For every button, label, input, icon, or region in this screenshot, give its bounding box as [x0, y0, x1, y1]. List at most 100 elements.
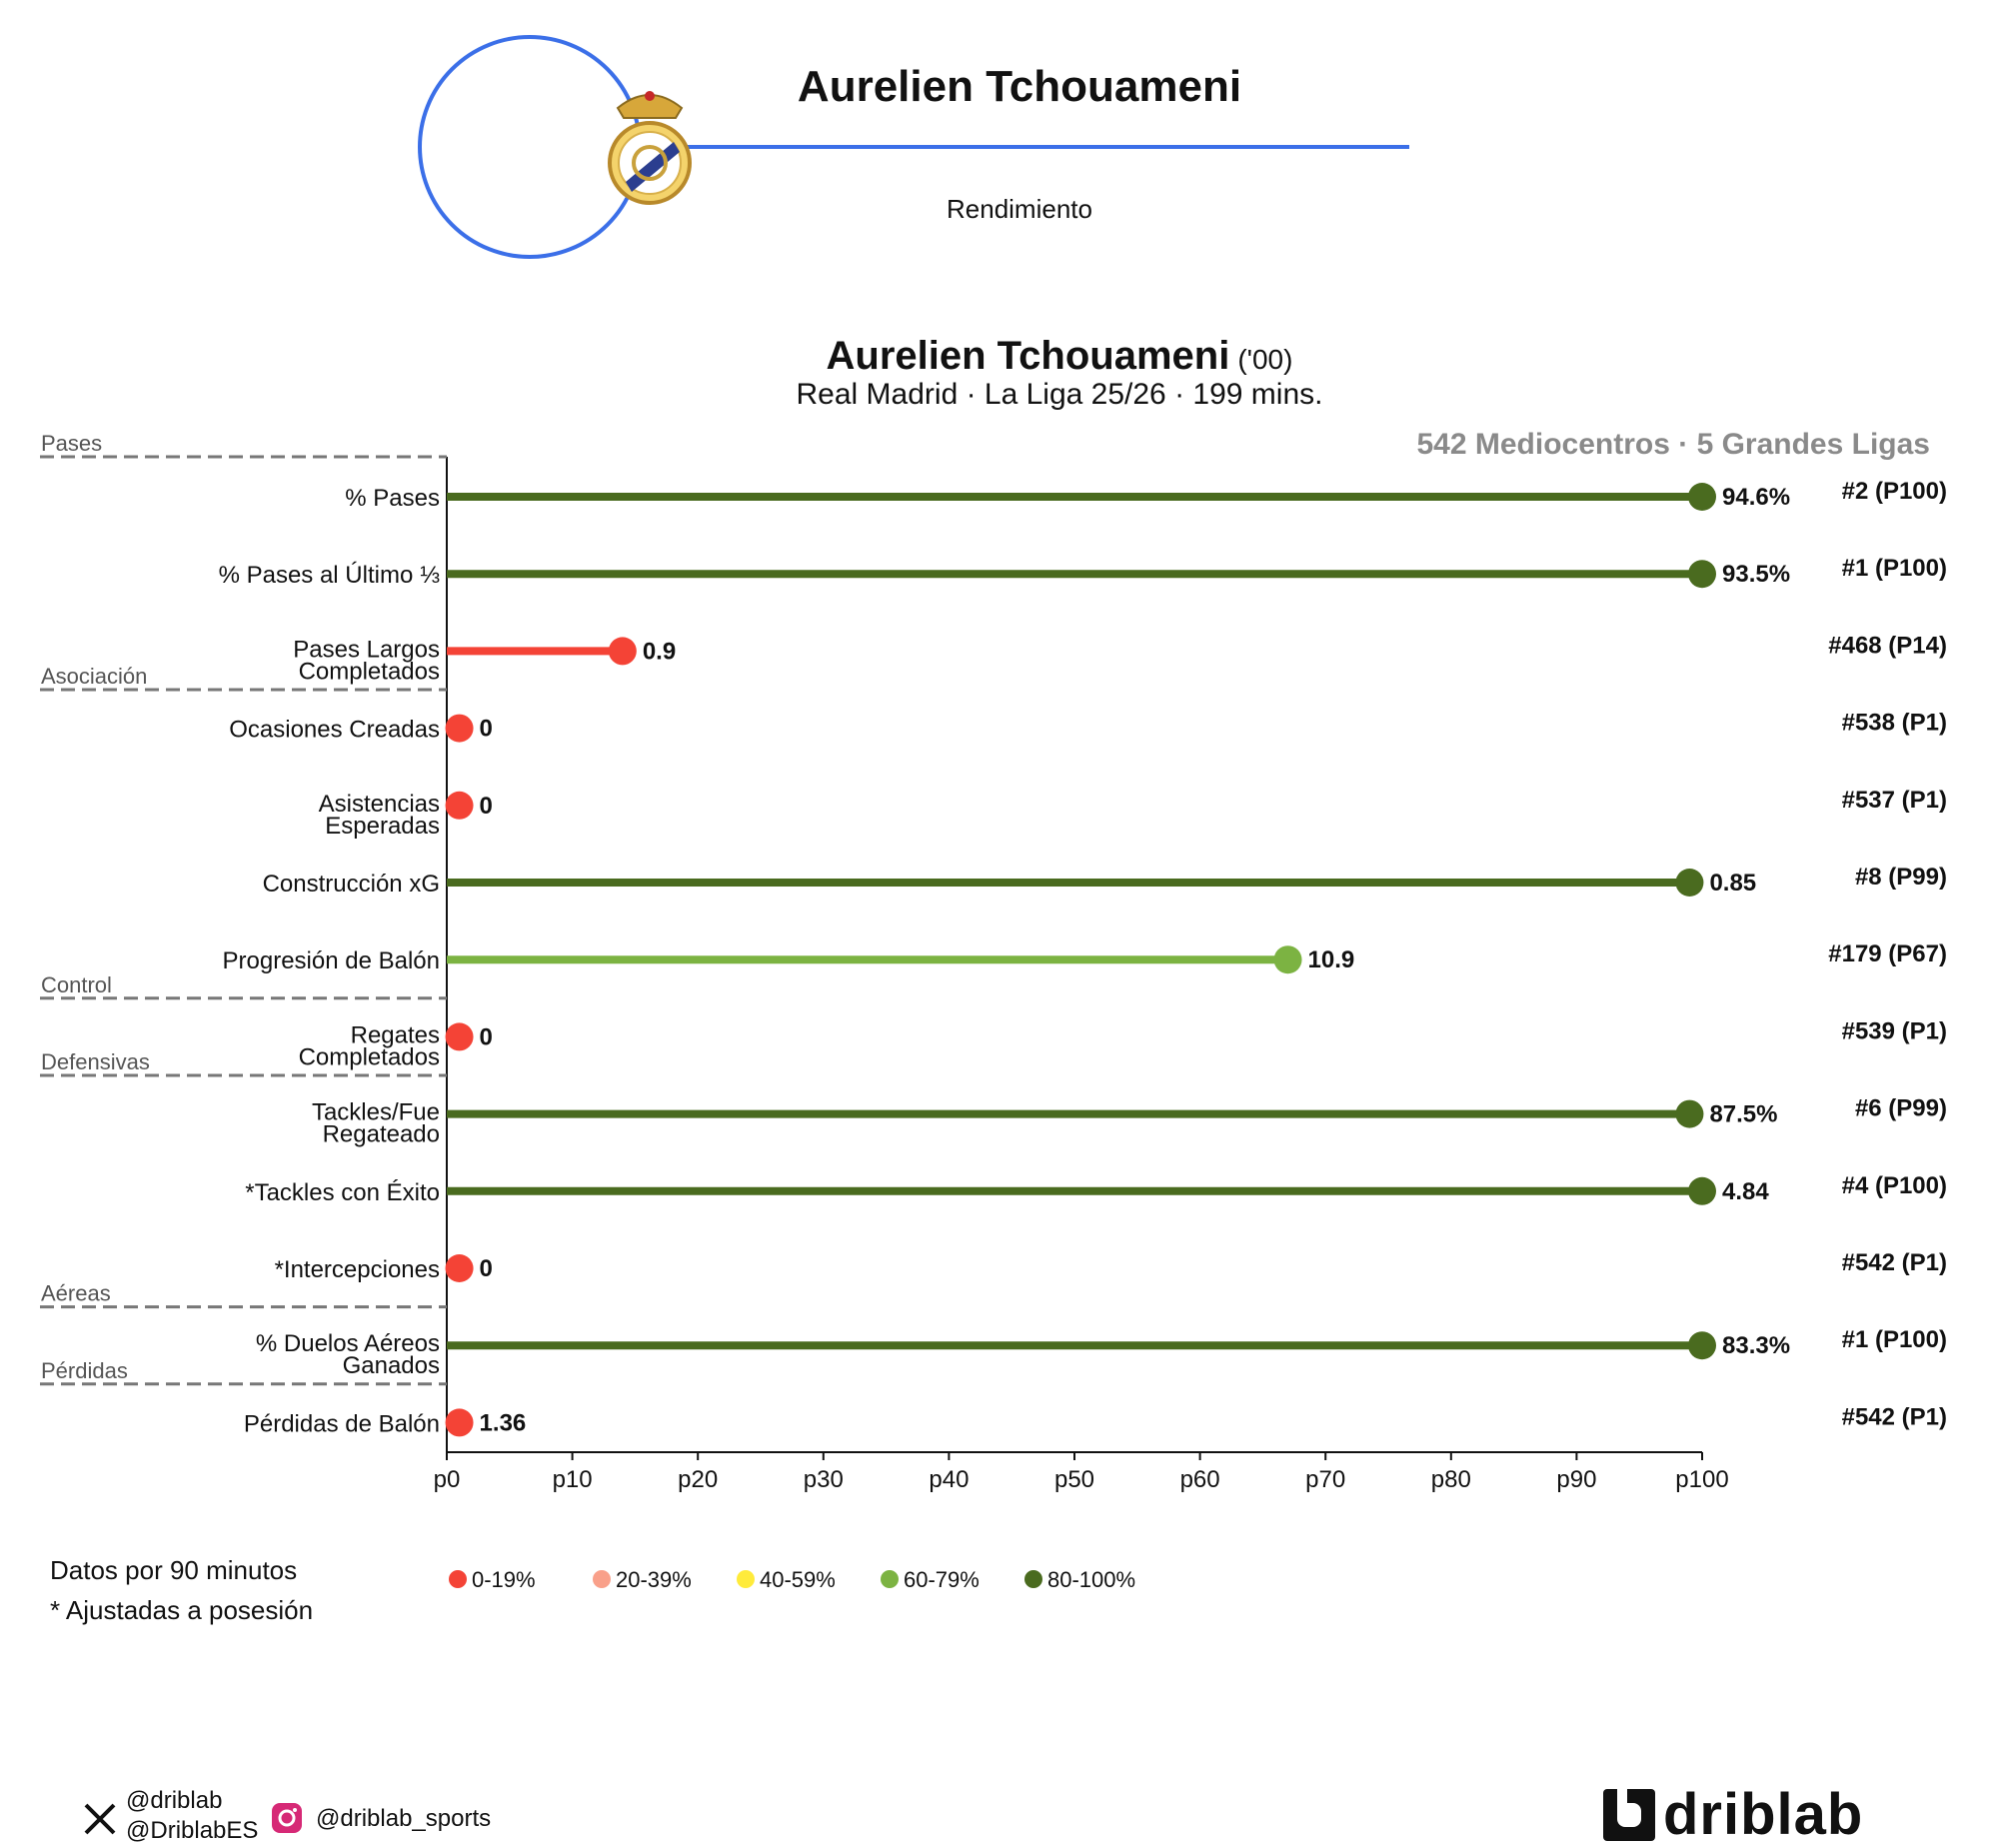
- population-label: 542 Mediocentros · 5 Grandes Ligas: [1416, 428, 1930, 461]
- group-label: Pérdidas: [41, 1358, 128, 1383]
- x-tick-label: p20: [678, 1466, 718, 1493]
- metric-label: Progresión de Balón: [223, 947, 440, 974]
- metric-value: 83.3%: [1722, 1332, 1790, 1359]
- legend: 0-19% 20-39% 40-59% 60-79% 80-100%: [449, 1567, 1135, 1592]
- metric-dot: [445, 1408, 474, 1437]
- metric-dot: [608, 637, 637, 666]
- legend-label: 80-100%: [1047, 1567, 1135, 1592]
- metric-value: 0.9: [643, 638, 676, 665]
- metric-rank: #179 (P67): [1828, 940, 1947, 967]
- metric-label: % Duelos Aéreos Ganados: [256, 1330, 440, 1379]
- metric-rank: #468 (P14): [1828, 632, 1947, 659]
- x-tick-label: p60: [1180, 1466, 1220, 1493]
- metric-dot: [1675, 869, 1704, 897]
- metric-dot: [1688, 483, 1716, 511]
- metric-dot: [445, 1022, 474, 1051]
- note-adjusted: * Ajustadas a posesión: [50, 1595, 314, 1625]
- legend-swatch: [737, 1570, 755, 1588]
- x-tick-label: p30: [804, 1466, 844, 1493]
- metric-dot: [1688, 560, 1716, 589]
- metric-dot: [1688, 1331, 1716, 1360]
- metric-dot: [1688, 1176, 1716, 1205]
- metric-label: Tackles/Fue Regateado: [312, 1099, 440, 1148]
- percentile-chart: p0 p10 p20 p30 p40 p50 p60 p70 p80 p90 p100 Pases As…: [40, 431, 1947, 1493]
- legend-label: 20-39%: [616, 1567, 692, 1592]
- metric-label: Regates Completados: [299, 1021, 440, 1070]
- metric-label: Pases Largos Completados: [293, 636, 440, 685]
- metric-value: 87.5%: [1709, 1101, 1777, 1128]
- metric-value: 0: [480, 793, 493, 820]
- metric-label: Ocasiones Creadas: [229, 717, 440, 744]
- instagram-handle[interactable]: @driblab_sports: [316, 1805, 492, 1832]
- metric-dot: [445, 791, 474, 820]
- group-label: Asociación: [41, 664, 147, 689]
- metric-rank: #542 (P1): [1842, 1403, 1947, 1430]
- metric-label: *Tackles con Éxito: [245, 1179, 440, 1206]
- x-tick-label: p90: [1556, 1466, 1596, 1493]
- legend-label: 0-19%: [472, 1567, 536, 1592]
- player-name: Aurelien Tchouameni: [826, 334, 1230, 378]
- x-tick-label: p70: [1305, 1466, 1345, 1493]
- header-subtitle: Rendimiento: [947, 194, 1092, 224]
- metric-rank: #1 (P100): [1842, 1326, 1947, 1353]
- metric-label: % Pases al Último ⅓: [219, 562, 440, 589]
- metric-dot: [445, 714, 474, 743]
- metric-rank: #8 (P99): [1855, 864, 1947, 891]
- legend-label: 60-79%: [904, 1567, 980, 1592]
- metric-rank: #1 (P100): [1842, 555, 1947, 582]
- team-season-line: Real Madrid · La Liga 25/26 · 199 mins.: [796, 378, 1323, 411]
- x-tick-label: p100: [1675, 1466, 1728, 1493]
- group-label: Aéreas: [41, 1281, 111, 1306]
- x-tick-label: p10: [553, 1466, 593, 1493]
- club-crest-icon: [608, 91, 692, 205]
- chart-title: Aurelien Tchouameni ('00): [560, 334, 1559, 379]
- brand-wordmark: driblab: [1663, 1782, 1864, 1847]
- driblab-logo-icon: [1603, 1789, 1655, 1841]
- legend-label: 40-59%: [760, 1567, 836, 1592]
- metric-rank: #539 (P1): [1842, 1017, 1947, 1044]
- birth-year: ('00): [1237, 344, 1293, 375]
- legend-swatch: [881, 1570, 899, 1588]
- legend-swatch: [449, 1570, 467, 1588]
- legend-swatch: [1024, 1570, 1042, 1588]
- metric-rank: #537 (P1): [1842, 787, 1947, 814]
- metric-value: 0: [480, 1255, 493, 1282]
- metric-rank: #6 (P99): [1855, 1095, 1947, 1122]
- metric-label: *Intercepciones: [275, 1256, 440, 1283]
- metric-rank: #542 (P1): [1842, 1249, 1947, 1276]
- x-handle-2[interactable]: @DriblabES: [126, 1817, 259, 1844]
- group-label: Defensivas: [41, 1049, 150, 1074]
- metric-dot: [1273, 945, 1302, 974]
- header-graphic: [418, 35, 1409, 259]
- metric-rank: #538 (P1): [1842, 710, 1947, 737]
- note-per90: Datos por 90 minutos: [50, 1555, 298, 1585]
- metric-dot: [1675, 1099, 1704, 1128]
- metric-label: Construcción xG: [263, 871, 440, 898]
- metric-dot: [445, 1254, 474, 1282]
- metric-label: % Pases: [345, 485, 440, 512]
- metric-value: 93.5%: [1722, 561, 1790, 588]
- x-tick-label: p50: [1054, 1466, 1094, 1493]
- metric-value: 0: [480, 1023, 493, 1050]
- group-label: Control: [41, 972, 112, 997]
- metric-value: 1.36: [480, 1409, 527, 1436]
- instagram-icon: [272, 1803, 302, 1833]
- metric-rank: #2 (P100): [1842, 478, 1947, 505]
- metric-value: 94.6%: [1722, 484, 1790, 511]
- metric-rank: #4 (P100): [1842, 1172, 1947, 1199]
- x-tick-label: p80: [1431, 1466, 1471, 1493]
- metric-label: Asistencias Esperadas: [319, 791, 440, 840]
- metric-value: 0.85: [1709, 870, 1756, 897]
- legend-swatch: [593, 1570, 611, 1588]
- metric-value: 4.84: [1722, 1178, 1769, 1205]
- x-tick-label: p0: [434, 1466, 461, 1493]
- header-player-name: Aurelien Tchouameni: [797, 62, 1242, 111]
- group-label: Pases: [41, 431, 102, 456]
- metric-value: 10.9: [1308, 946, 1355, 973]
- x-logo-icon: [84, 1803, 116, 1835]
- x-tick-label: p40: [929, 1466, 969, 1493]
- metric-value: 0: [480, 716, 493, 743]
- metric-label: Pérdidas de Balón: [244, 1410, 440, 1437]
- x-handle-1[interactable]: @driblab: [126, 1787, 223, 1814]
